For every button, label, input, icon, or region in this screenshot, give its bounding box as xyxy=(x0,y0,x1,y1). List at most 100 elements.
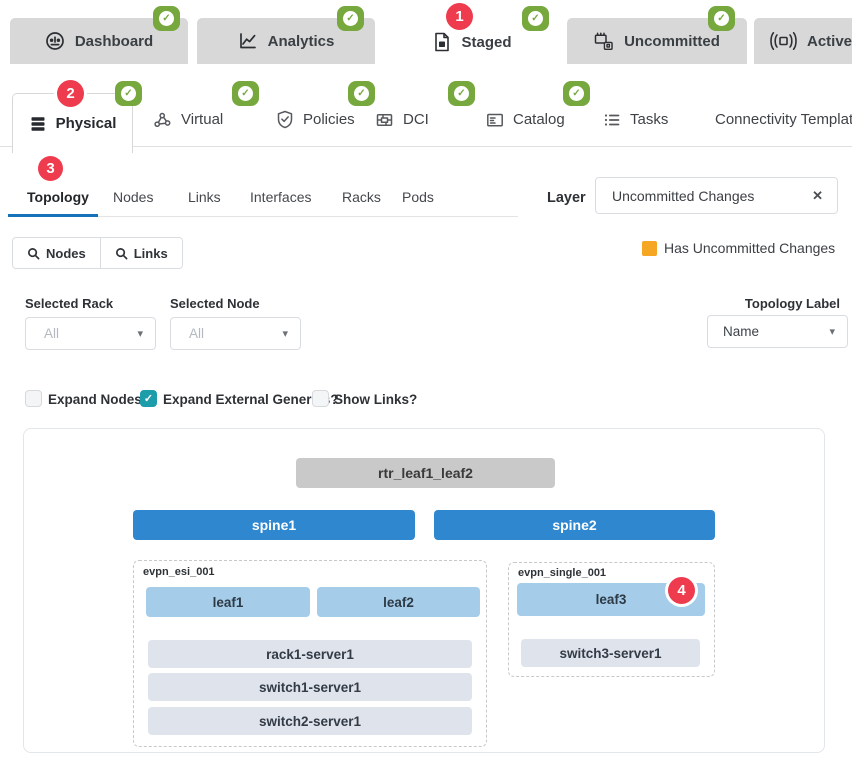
tab-label: Policies xyxy=(303,111,355,128)
node-rtr-leaf1-leaf2[interactable]: rtr_leaf1_leaf2 xyxy=(296,458,555,488)
expand-external-generics-checkbox[interactable]: ✓ xyxy=(140,390,157,407)
show-links-checkbox[interactable] xyxy=(312,390,329,407)
tab-active[interactable]: Active xyxy=(754,18,852,64)
tab-virtual[interactable]: Virtual xyxy=(153,93,223,146)
tab-nodes[interactable]: Nodes xyxy=(113,189,154,205)
tab-interfaces[interactable]: Interfaces xyxy=(250,189,312,205)
check-icon: ✓ xyxy=(528,11,543,26)
node-leaf2[interactable]: leaf2 xyxy=(317,587,480,617)
subtab-divider xyxy=(98,216,518,217)
chevron-down-icon: ▾ xyxy=(137,328,143,340)
search-links-button[interactable]: Links xyxy=(99,238,182,268)
selected-rack-select[interactable]: All ▾ xyxy=(25,317,156,350)
check-icon: ✓ xyxy=(354,86,369,101)
selected-rack-label: Selected Rack xyxy=(25,296,114,311)
check-icon: ✓ xyxy=(343,11,358,26)
broadcast-icon xyxy=(770,31,797,50)
topology-label-select[interactable]: Name ▾ xyxy=(707,315,848,348)
tab-label: Staged xyxy=(461,33,512,51)
card-icon xyxy=(487,113,503,126)
rack-group-label: evpn_single_001 xyxy=(518,567,607,579)
selected-node-label: Selected Node xyxy=(170,296,260,311)
file-icon xyxy=(435,32,450,52)
orange-swatch xyxy=(642,240,657,256)
check-icon: ✓ xyxy=(714,11,729,26)
search-icon xyxy=(115,247,128,259)
tab-label: Physical xyxy=(55,115,117,132)
tab-racks[interactable]: Racks xyxy=(342,189,381,205)
annotation-marker-3: 3 xyxy=(38,156,63,181)
check-icon: ✓ xyxy=(454,86,469,101)
tab-label: Uncommitted xyxy=(624,32,720,50)
chevron-down-icon: ▾ xyxy=(282,328,288,340)
select-value: All xyxy=(44,326,60,341)
tab-label: Virtual xyxy=(181,111,224,128)
clear-icon[interactable]: ✕ xyxy=(812,187,823,203)
committed-check-badge: ✓ xyxy=(522,6,549,31)
topology-label-label: Topology Label xyxy=(744,296,840,311)
network-icon xyxy=(154,112,171,127)
tab-label: Active xyxy=(807,32,852,50)
tab-label: DCI xyxy=(403,111,429,128)
tab-pods[interactable]: Pods xyxy=(402,189,434,205)
committed-check-badge: ✓ xyxy=(563,81,590,106)
select-value: Name xyxy=(723,324,760,339)
list-icon xyxy=(604,113,620,126)
check-icon: ✓ xyxy=(569,86,584,101)
tab-policies[interactable]: Policies xyxy=(276,93,355,146)
node-leaf1[interactable]: leaf1 xyxy=(146,587,310,617)
tab-label: Catalog xyxy=(513,111,565,128)
check-icon: ✓ xyxy=(143,393,154,405)
tab-dci[interactable]: DCI xyxy=(375,93,429,146)
tab-tasks[interactable]: Tasks xyxy=(603,93,668,146)
shield-icon xyxy=(277,110,293,129)
tab-label: Connectivity Templates xyxy=(715,111,852,128)
legend-label: Has Uncommitted Changes xyxy=(664,240,836,256)
layer-value: Uncommitted Changes xyxy=(612,187,755,204)
tab-label: Tasks xyxy=(630,111,669,128)
node-switch2-server1[interactable]: switch2-server1 xyxy=(148,707,472,735)
annotation-marker-1: 1 xyxy=(446,3,473,30)
expand-nodes-label[interactable]: Expand Nodes? xyxy=(48,392,151,407)
check-icon: ✓ xyxy=(121,86,136,101)
rack-group-label: evpn_esi_001 xyxy=(143,566,215,578)
node-switch3-server1[interactable]: switch3-server1 xyxy=(521,639,700,667)
node-spine2[interactable]: spine2 xyxy=(434,510,715,540)
annotation-marker-4: 4 xyxy=(668,577,695,604)
package-icon xyxy=(594,31,613,50)
committed-check-badge: ✓ xyxy=(232,81,259,106)
committed-check-badge: ✓ xyxy=(348,81,375,106)
selected-node-select[interactable]: All ▾ xyxy=(170,317,301,350)
gauge-icon xyxy=(45,32,64,50)
layer-select[interactable]: Uncommitted Changes ✕ xyxy=(595,177,838,214)
node-rack1-server1[interactable]: rack1-server1 xyxy=(148,640,472,668)
tab-label: Analytics xyxy=(267,32,335,50)
tab-label: Dashboard xyxy=(74,32,154,50)
node-switch1-server1[interactable]: switch1-server1 xyxy=(148,673,472,701)
select-value: All xyxy=(189,326,205,341)
line-chart-icon xyxy=(239,33,256,49)
expand-nodes-checkbox[interactable] xyxy=(25,390,42,407)
committed-check-badge: ✓ xyxy=(115,81,142,106)
tab-catalog[interactable]: Catalog xyxy=(486,93,565,146)
tab-topology[interactable]: Topology xyxy=(27,189,89,205)
check-icon: ✓ xyxy=(238,86,253,101)
search-nodes-button[interactable]: Nodes xyxy=(13,238,100,268)
section-tabs-divider xyxy=(0,146,852,147)
tab-links[interactable]: Links xyxy=(188,189,221,205)
layer-label: Layer xyxy=(547,190,586,206)
search-icon xyxy=(28,247,40,259)
committed-check-badge: ✓ xyxy=(708,6,735,31)
search-button-group: Nodes Links xyxy=(12,237,183,269)
committed-check-badge: ✓ xyxy=(337,6,364,31)
tab-connectivity-templates[interactable]: Connectivity Templates xyxy=(706,93,852,146)
uncommitted-changes-legend: Has Uncommitted Changes xyxy=(642,240,835,256)
committed-check-badge: ✓ xyxy=(448,81,475,106)
committed-check-badge: ✓ xyxy=(153,6,180,31)
node-spine1[interactable]: spine1 xyxy=(133,510,415,540)
expand-external-generics-label[interactable]: Expand External Generics? xyxy=(163,392,339,407)
annotation-marker-2: 2 xyxy=(57,80,84,107)
show-links-label[interactable]: Show Links? xyxy=(334,392,418,407)
check-icon: ✓ xyxy=(159,11,174,26)
active-tab-underline xyxy=(8,214,98,217)
